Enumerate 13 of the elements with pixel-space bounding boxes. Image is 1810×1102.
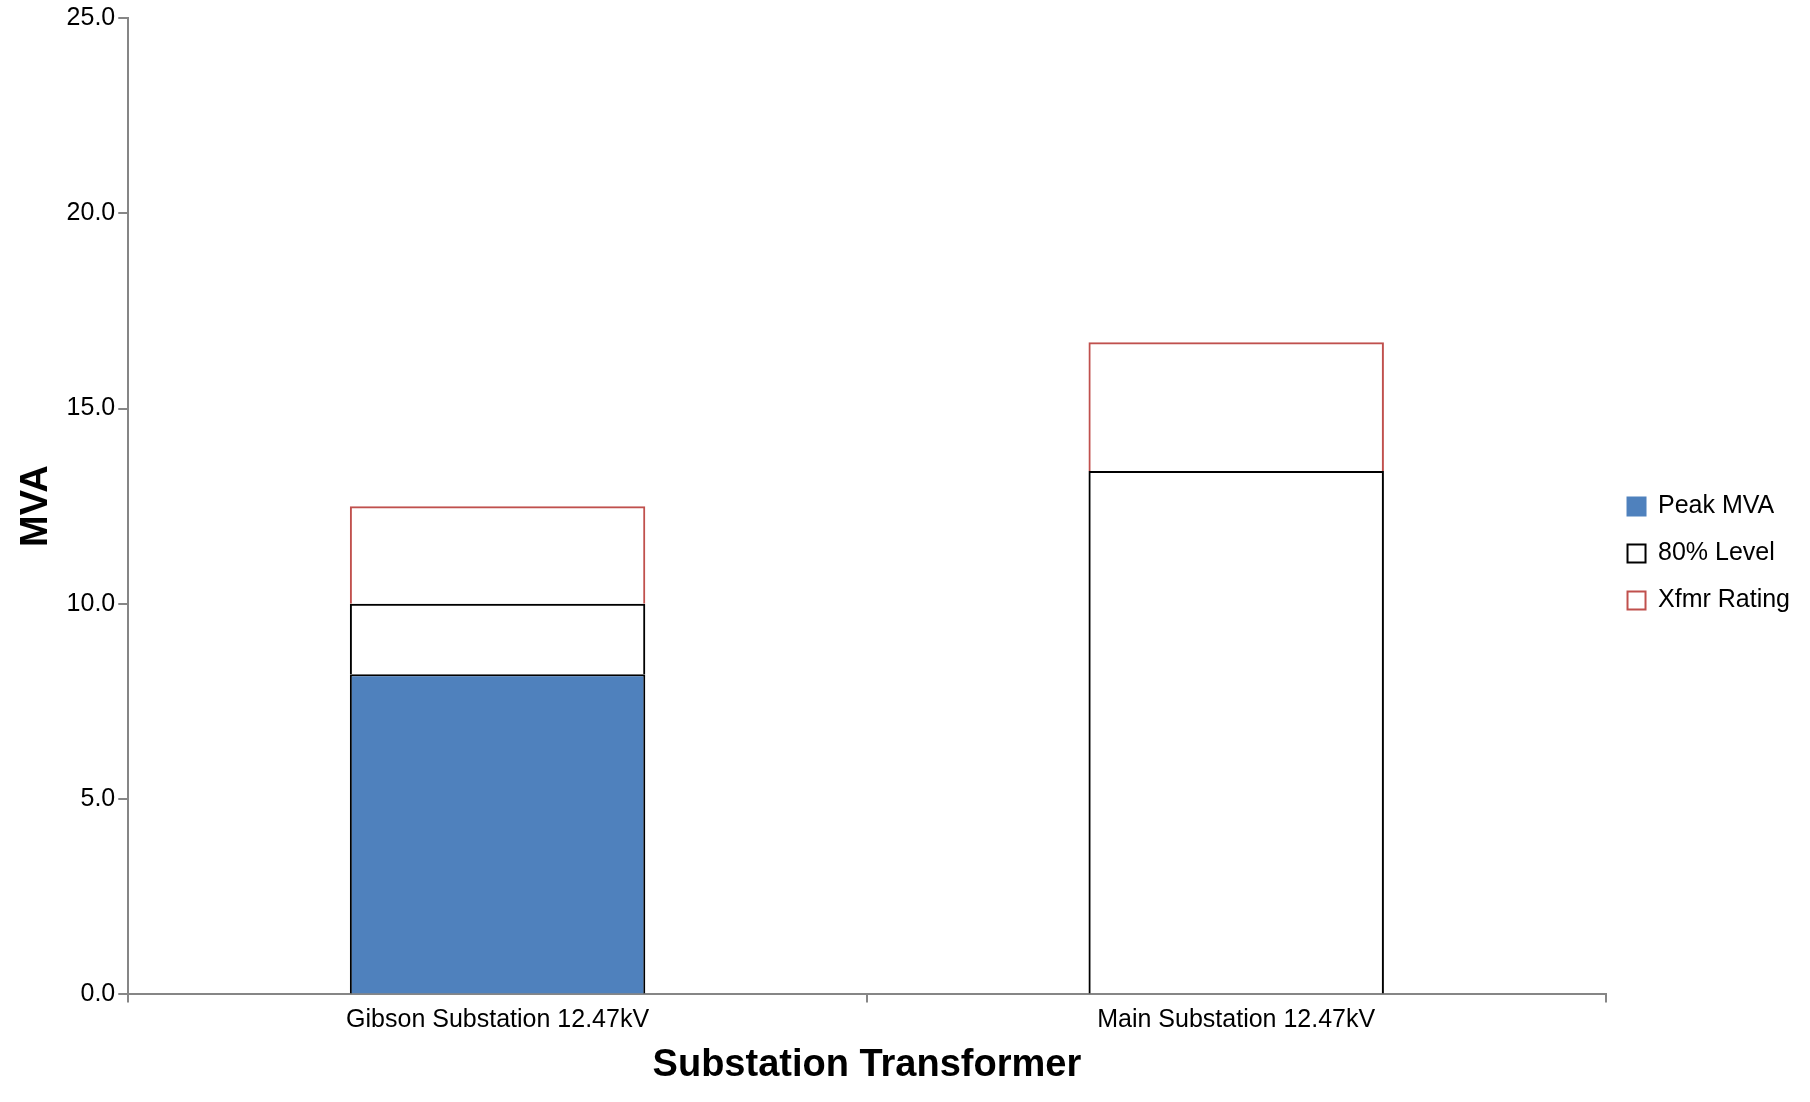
y-tick-label: 25.0 <box>66 1 116 30</box>
y-tick-label: 20.0 <box>66 197 116 226</box>
legend-label: Xfmr Rating <box>1658 584 1790 613</box>
x-tick-label: Main Substation 12.47kV <box>1097 1004 1376 1033</box>
legend-label: Peak MVA <box>1658 490 1775 519</box>
legend-label: 80% Level <box>1658 537 1775 566</box>
y-tick-label: 15.0 <box>66 392 116 421</box>
y-tick-label: 5.0 <box>80 783 116 812</box>
y-axis-title: MVA <box>13 465 56 548</box>
x-axis-title: Substation Transformer <box>652 1041 1082 1084</box>
y-tick-label: 0.0 <box>80 978 116 1007</box>
x-tick-label: Gibson Substation 12.47kV <box>346 1004 650 1033</box>
y-tick-label: 10.0 <box>66 587 116 616</box>
